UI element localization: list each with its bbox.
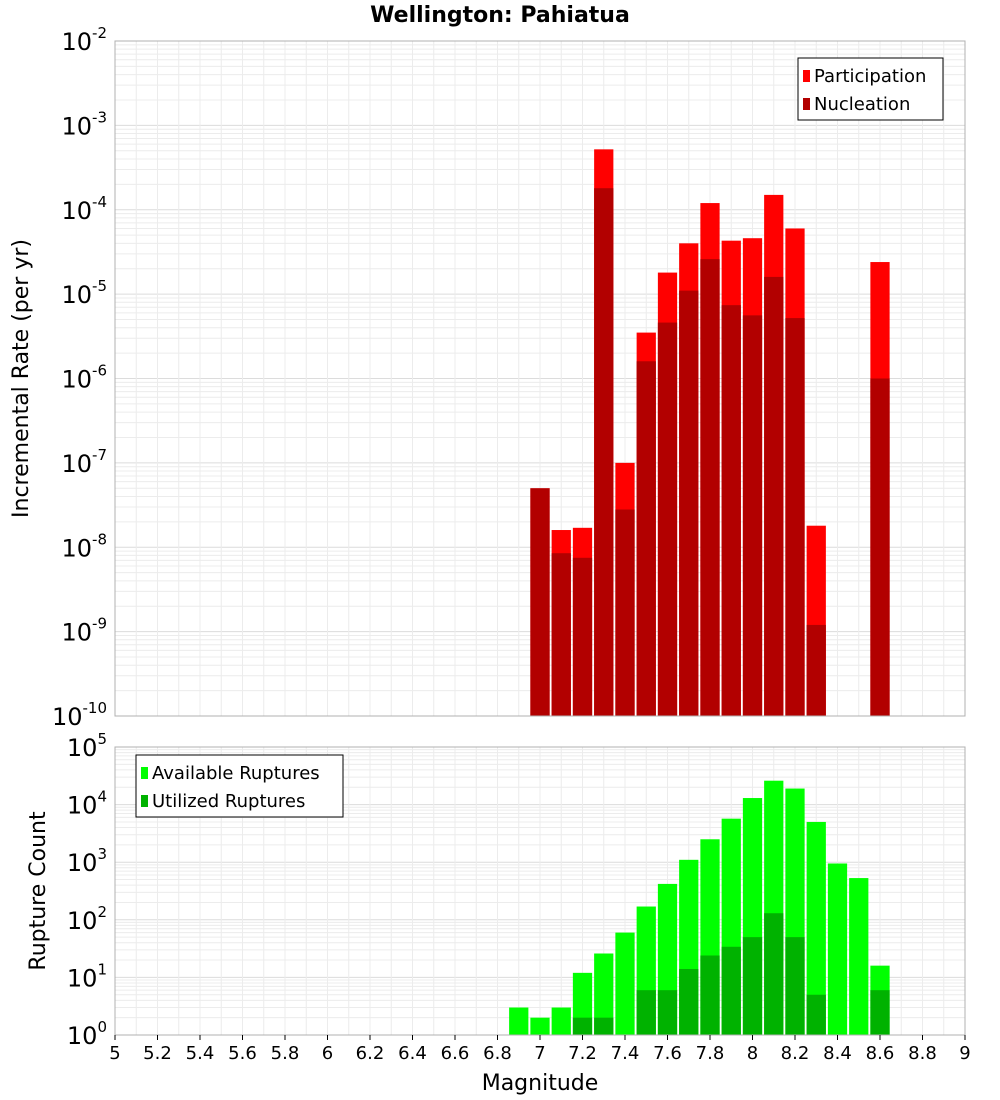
x-tick-label: 7.8 [696,1043,725,1064]
bar-available-ruptures [827,863,848,1035]
y-tick-label: 10-10 [52,699,107,731]
count-y-ticks: 100 101 102 103 104 105 [67,730,107,1050]
bar-utilized-ruptures [679,968,699,1035]
magnitude-x-ticks: 5 5.2 5.4 5.6 5.8 6 6.2 6.4 6.6 6.8 7 7.2 7.4 7.6 7.8 8… [109,1035,971,1064]
legend-swatch [803,98,810,110]
bar-nucleation [572,557,593,716]
bar-nucleation [742,315,763,716]
x-tick-label: 5.6 [228,1043,257,1064]
bar-nucleation [615,509,635,716]
rate-legend: Participation Nucleation [797,57,944,121]
bar-available-ruptures [615,932,635,1035]
bar-utilized-ruptures [700,955,720,1035]
y-tick-label: 101 [67,960,107,992]
bar-utilized-ruptures [721,946,741,1035]
rate-y-ticks: 10-10 10-9 10-8 10-7 10-6 10-5 10-4 10-3 10-2 [52,24,107,731]
bar-nucleation [636,361,656,716]
y-tick-label: 10-4 [61,193,107,225]
bar-nucleation [700,259,720,716]
count-panel: 100 101 102 103 104 105 5 5.2 5.4 5.6 5.8 6 6.2 6.4 6… [26,730,971,1096]
bar-utilized-ruptures [742,937,763,1035]
bar-utilized-ruptures [764,913,784,1035]
x-tick-label: 6.6 [441,1043,470,1064]
x-axis-label: Magnitude [482,1071,599,1096]
count-y-axis-label: Rupture Count [26,811,51,971]
bar-available-ruptures [849,878,869,1035]
x-tick-label: 8 [747,1043,758,1064]
y-tick-label: 10-6 [61,362,107,394]
x-tick-label: 5 [109,1043,120,1064]
bar-utilized-ruptures [636,990,656,1035]
bar-available-ruptures [551,1007,571,1035]
legend-box [797,57,944,121]
y-tick-label: 10-9 [61,615,107,647]
x-tick-label: 5.8 [271,1043,300,1064]
x-tick-label: 8.8 [908,1043,937,1064]
legend-label: Utilized Ruptures [152,791,305,812]
y-tick-label: 10-3 [61,108,107,140]
bar-available-ruptures [594,953,614,1035]
bar-nucleation [657,322,678,716]
x-tick-label: 7.4 [611,1043,640,1064]
bar-nucleation [594,188,614,717]
x-tick-label: 7.6 [653,1043,682,1064]
bar-utilized-ruptures [785,937,805,1035]
bar-nucleation [764,276,784,716]
bar-utilized-ruptures [594,1017,614,1035]
bar-nucleation [806,624,826,716]
bar-utilized-ruptures [870,990,890,1035]
x-tick-label: 5.4 [186,1043,215,1064]
y-tick-label: 100 [67,1018,107,1050]
y-tick-label: 10-8 [61,530,107,562]
x-tick-label: 6 [322,1043,333,1064]
count-bars [509,780,890,1035]
y-tick-label: 10-2 [61,24,107,56]
rate-bars [530,149,890,717]
legend-label: Available Ruptures [152,763,320,784]
x-tick-label: 8.6 [866,1043,895,1064]
bar-utilized-ruptures [657,990,678,1035]
bar-utilized-ruptures [572,1017,593,1035]
legend-label: Participation [814,66,926,87]
bar-available-ruptures [530,1017,550,1035]
legend-swatch [803,70,810,82]
rate-panel: 10-10 10-9 10-8 10-7 10-6 10-5 10-4 10-3 10-2 In… [9,24,966,731]
bar-available-ruptures [509,1007,529,1035]
rate-plot-frame [114,40,966,717]
bar-nucleation [785,318,805,716]
x-tick-label: 8.2 [781,1043,810,1064]
x-tick-label: 7 [534,1043,545,1064]
y-tick-label: 10-7 [61,446,107,478]
bar-nucleation [870,378,890,716]
legend-swatch [141,795,148,807]
y-tick-label: 102 [67,903,107,935]
legend-box [135,754,344,818]
bar-utilized-ruptures [806,994,826,1035]
bar-nucleation [551,553,571,716]
bar-nucleation [679,290,699,716]
y-tick-label: 10-5 [61,277,107,309]
chart-title: Wellington: Pahiatua [370,3,630,28]
legend-swatch [141,767,148,779]
count-legend: Available Ruptures Utilized Ruptures [135,754,344,818]
x-tick-label: 6.4 [398,1043,427,1064]
legend-label: Nucleation [814,94,910,115]
rate-y-axis-label: Incremental Rate (per yr) [9,239,34,518]
x-tick-label: 5.2 [143,1043,172,1064]
x-tick-label: 9 [959,1043,970,1064]
bar-nucleation [530,488,550,716]
x-tick-label: 7.2 [568,1043,597,1064]
y-tick-label: 104 [67,788,107,820]
bar-available-ruptures [806,821,826,1035]
y-tick-label: 105 [67,730,107,762]
x-tick-label: 8.4 [823,1043,852,1064]
y-tick-label: 103 [67,845,107,877]
x-tick-label: 6.2 [356,1043,385,1064]
bar-nucleation [721,305,741,716]
x-tick-label: 6.8 [483,1043,512,1064]
